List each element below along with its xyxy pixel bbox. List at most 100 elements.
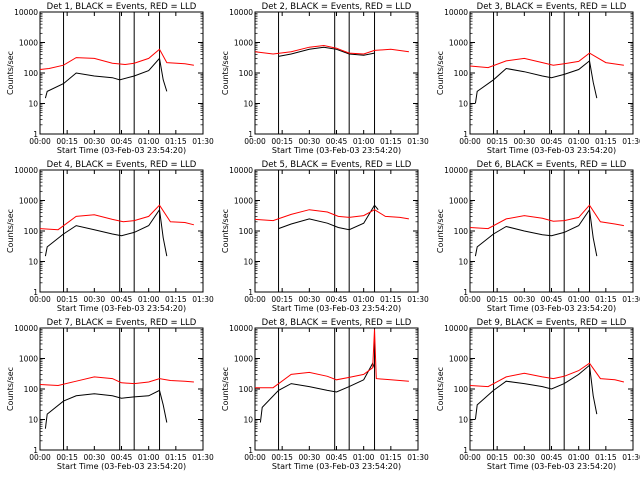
y-tick-label: 10000 (229, 8, 253, 17)
y-tick-label: 1000 (449, 39, 468, 48)
detector-panel-5: Det 5, BLACK = Events, RED = LLD 00:00 00:… (221, 160, 429, 313)
events-series-line (474, 364, 598, 420)
y-tick-label: 10 (243, 100, 253, 109)
y-tick-label: 10000 (444, 324, 468, 333)
x-tick-label: 00:45 (111, 295, 133, 304)
x-axis-label: Start Time (03-Feb-03 23:54:20) (487, 304, 616, 313)
y-tick-label: 100 (239, 69, 254, 78)
lld-series-line (469, 204, 624, 230)
plot-frame (39, 169, 204, 293)
lld-series-line (255, 329, 409, 389)
y-tick-label: 100 (454, 227, 469, 236)
plot-frame (39, 11, 204, 135)
y-tick-label: 1 (248, 446, 253, 455)
panel-title: Det 2, BLACK = Events, RED = LLD (262, 2, 412, 12)
x-tick-label: 00:30 (299, 137, 321, 146)
panel-title: Det 1, BLACK = Events, RED = LLD (47, 2, 197, 12)
y-tick-label: 1 (463, 446, 468, 455)
x-tick-label: 01:30 (192, 295, 214, 304)
x-tick-label: 01:15 (595, 453, 617, 462)
y-tick-label: 100 (24, 227, 39, 236)
lld-series-line (254, 44, 409, 55)
y-tick-label: 10 (458, 100, 468, 109)
x-tick-label: 00:45 (326, 295, 348, 304)
y-axis-label: Counts/sec (221, 367, 230, 411)
x-axis-label: Start Time (03-Feb-03 23:54:20) (272, 146, 401, 155)
detector-panel-9: Det 9, BLACK = Events, RED = LLD 00:00 00:… (436, 318, 640, 471)
x-tick-label: 00:45 (111, 137, 133, 146)
plot-frame (254, 169, 419, 293)
x-tick-label: 00:00 (459, 453, 481, 462)
y-tick-label: 1000 (234, 197, 253, 206)
x-tick-label: 00:30 (514, 137, 536, 146)
lld-series-line (254, 209, 409, 222)
x-tick-label: 00:30 (299, 453, 321, 462)
x-tick-label: 01:00 (138, 453, 160, 462)
x-tick-label: 01:15 (165, 137, 187, 146)
events-series-line (44, 57, 168, 99)
y-tick-label: 1 (463, 130, 468, 139)
y-tick-label: 1 (248, 288, 253, 297)
x-tick-label: 00:45 (326, 137, 348, 146)
panel-title: Det 5, BLACK = Events, RED = LLD (262, 160, 412, 170)
lld-series-line (469, 362, 625, 388)
x-tick-label: 00:45 (111, 453, 133, 462)
x-tick-label: 00:00 (29, 295, 51, 304)
x-tick-label: 01:00 (138, 295, 160, 304)
x-tick-label: 01:15 (380, 295, 402, 304)
plot-frame (39, 327, 204, 451)
y-tick-label: 1000 (19, 197, 38, 206)
x-tick-label: 00:15 (271, 137, 293, 146)
y-axis-label: Counts/sec (6, 51, 15, 95)
x-axis-label: Start Time (03-Feb-03 23:54:20) (272, 304, 401, 313)
detector-panel-2: Det 2, BLACK = Events, RED = LLD 00:00 00:… (221, 2, 429, 155)
x-tick-label: 00:00 (459, 295, 481, 304)
x-tick-label: 00:15 (271, 453, 293, 462)
events-series-line (278, 204, 379, 231)
x-tick-label: 01:30 (407, 453, 429, 462)
events-series-line (474, 208, 598, 257)
y-axis-label: Counts/sec (6, 367, 15, 411)
x-tick-label: 00:45 (541, 137, 563, 146)
x-tick-label: 00:30 (514, 453, 536, 462)
x-tick-label: 01:30 (622, 295, 640, 304)
y-tick-label: 1000 (234, 355, 253, 364)
x-axis-label: Start Time (03-Feb-03 23:54:20) (487, 462, 616, 471)
x-tick-label: 01:15 (165, 453, 187, 462)
y-tick-label: 100 (24, 69, 39, 78)
panel-title: Det 3, BLACK = Events, RED = LLD (477, 2, 627, 12)
events-series-line (44, 208, 168, 257)
x-tick-label: 01:15 (380, 137, 402, 146)
detector-panel-6: Det 6, BLACK = Events, RED = LLD 00:00 00:… (436, 160, 640, 313)
lld-series-line (39, 48, 194, 70)
events-series-line (474, 59, 598, 104)
x-tick-label: 01:30 (192, 137, 214, 146)
plot-frame (469, 169, 634, 293)
x-tick-label: 01:00 (353, 295, 375, 304)
x-tick-label: 01:00 (568, 295, 590, 304)
x-tick-label: 00:00 (459, 137, 481, 146)
x-axis-label: Start Time (03-Feb-03 23:54:20) (57, 462, 186, 471)
x-tick-label: 01:00 (568, 453, 590, 462)
y-tick-label: 1 (33, 446, 38, 455)
x-tick-label: 00:15 (56, 295, 78, 304)
x-tick-label: 00:15 (486, 453, 508, 462)
x-tick-label: 00:15 (56, 137, 78, 146)
x-tick-label: 01:30 (407, 137, 429, 146)
x-tick-label: 00:30 (84, 295, 106, 304)
y-tick-label: 10 (458, 258, 468, 267)
x-axis-label: Start Time (03-Feb-03 23:54:20) (487, 146, 616, 155)
x-tick-label: 00:15 (56, 453, 78, 462)
y-tick-label: 100 (454, 385, 469, 394)
y-tick-label: 1000 (19, 39, 38, 48)
x-axis-label: Start Time (03-Feb-03 23:54:20) (57, 146, 186, 155)
panel-title: Det 4, BLACK = Events, RED = LLD (47, 160, 197, 170)
x-tick-label: 00:30 (84, 137, 106, 146)
x-tick-label: 01:30 (192, 453, 214, 462)
y-tick-label: 10 (243, 258, 253, 267)
panel-title: Det 8, BLACK = Events, RED = LLD (262, 318, 412, 328)
y-tick-label: 1000 (449, 197, 468, 206)
plot-frame (254, 11, 419, 135)
x-tick-label: 00:00 (29, 137, 51, 146)
